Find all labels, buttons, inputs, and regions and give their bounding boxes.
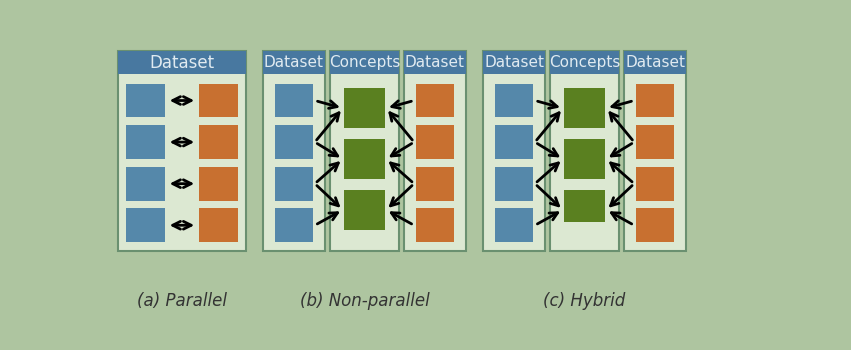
Text: Dataset: Dataset — [150, 54, 214, 72]
Text: Concepts: Concepts — [549, 55, 620, 70]
Bar — [415, 208, 454, 242]
Bar — [275, 125, 313, 159]
Bar — [329, 51, 399, 251]
Bar — [636, 167, 675, 201]
Bar — [415, 167, 454, 201]
Text: Dataset: Dataset — [484, 55, 544, 70]
Bar — [494, 167, 534, 201]
Bar — [483, 51, 545, 74]
Text: Dataset: Dataset — [625, 55, 685, 70]
Bar — [494, 125, 534, 159]
Text: (b) Non-parallel: (b) Non-parallel — [300, 293, 429, 310]
Bar — [494, 84, 534, 118]
Bar — [564, 139, 605, 179]
Bar — [275, 167, 313, 201]
Bar — [126, 125, 164, 159]
Bar — [199, 84, 238, 118]
Bar — [345, 88, 385, 128]
Bar — [199, 167, 238, 201]
Bar — [636, 84, 675, 118]
Bar — [199, 125, 238, 159]
Bar — [494, 208, 534, 242]
Text: Dataset: Dataset — [405, 55, 465, 70]
Bar — [126, 208, 164, 242]
Bar — [415, 125, 454, 159]
Bar — [550, 51, 620, 251]
Bar — [624, 51, 686, 251]
Bar — [550, 51, 620, 74]
Bar — [415, 84, 454, 118]
Bar — [636, 208, 675, 242]
Text: Dataset: Dataset — [264, 55, 324, 70]
Bar — [345, 139, 385, 179]
Bar — [624, 51, 686, 74]
Bar — [636, 125, 675, 159]
Bar — [404, 51, 466, 74]
Bar — [118, 51, 246, 251]
Bar — [263, 51, 325, 74]
Bar — [199, 208, 238, 242]
Bar — [483, 51, 545, 251]
Bar — [126, 167, 164, 201]
Text: (a) Parallel: (a) Parallel — [137, 293, 227, 310]
Bar — [263, 51, 325, 251]
Bar — [564, 190, 605, 222]
Bar — [404, 51, 466, 251]
Bar — [275, 84, 313, 118]
Bar — [564, 88, 605, 128]
Text: Concepts: Concepts — [328, 55, 400, 70]
Bar — [329, 51, 399, 74]
Text: (c) Hybrid: (c) Hybrid — [544, 293, 625, 310]
Bar — [126, 84, 164, 118]
Bar — [275, 208, 313, 242]
Bar — [345, 190, 385, 230]
Bar — [118, 51, 246, 74]
